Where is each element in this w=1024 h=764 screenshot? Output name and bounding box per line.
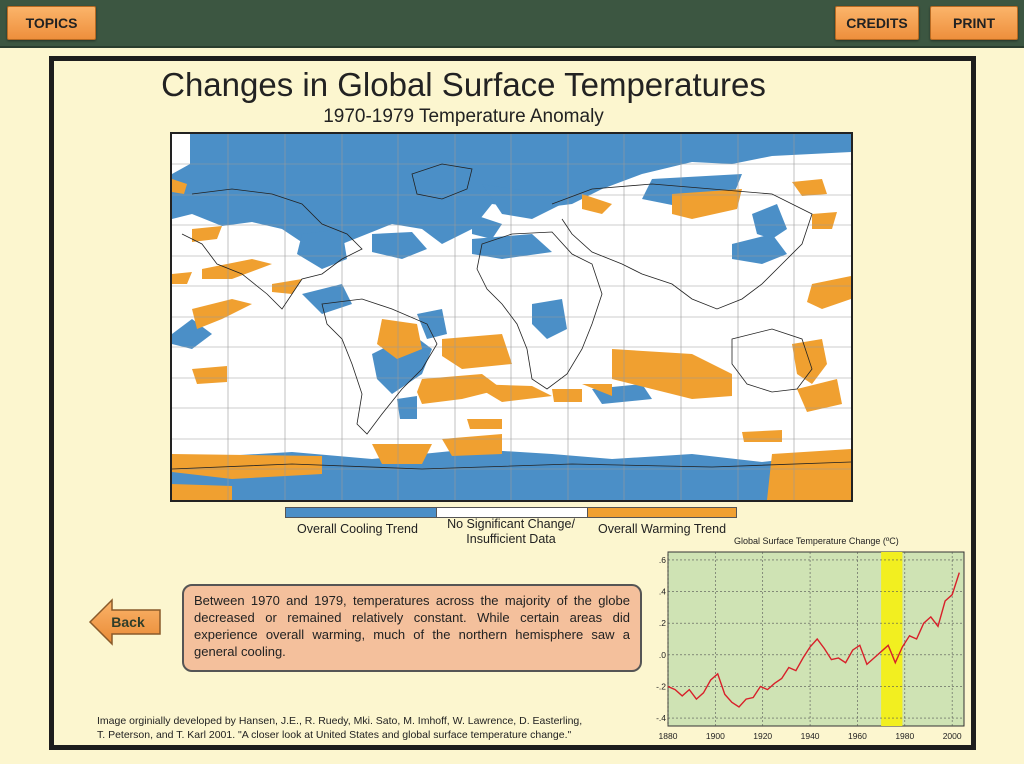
chart-series-line (667, 572, 960, 708)
top-toolbar: TOPICS CREDITS PRINT (0, 0, 1024, 48)
chart-y-tick-label: -.2 (656, 681, 666, 691)
chart-y-tick-label: .4 (659, 587, 666, 597)
legend-cooling-swatch (285, 507, 437, 518)
chart-y-tick-label: .2 (659, 618, 666, 628)
print-button[interactable]: PRINT (930, 6, 1018, 40)
chart-plot-area (667, 551, 965, 727)
warming-regions (172, 179, 851, 500)
chart-highlight-band (881, 552, 903, 726)
chart-x-tick-label: 1880 (659, 731, 678, 741)
description-box: Between 1970 and 1979, temperatures acro… (182, 584, 642, 672)
page-title: Changes in Global Surface Temperatures (161, 66, 766, 103)
topics-button[interactable]: TOPICS (7, 6, 96, 40)
temperature-anomaly-map (170, 132, 853, 502)
page-subtitle: 1970-1979 Temperature Anomaly (323, 106, 604, 127)
chart-y-tick-label: .0 (659, 650, 666, 660)
chart-x-tick-label: 1920 (753, 731, 772, 741)
image-credit: Image orginially developed by Hansen, J.… (97, 714, 657, 742)
world-map-graphic (172, 134, 851, 500)
legend-nochange-line2: Insufficient Data (466, 532, 556, 546)
credits-button[interactable]: CREDITS (835, 6, 919, 40)
back-button[interactable]: Back (88, 598, 162, 646)
chart-x-tick-label: 1980 (895, 731, 914, 741)
chart-x-tick-label: 2000 (943, 731, 962, 741)
chart-x-tick-label: 1900 (706, 731, 725, 741)
back-arrow-icon: Back (88, 598, 161, 646)
legend-cooling-label: Overall Cooling Trend (297, 522, 418, 536)
chart-x-tick-label: 1940 (801, 731, 820, 741)
temperature-chart: 1880 1900 1920 1940 1960 1980 2000 .6 .4 .2 .0 -.2 -… (656, 551, 965, 741)
coastlines (172, 163, 851, 470)
credit-line-2: T. Peterson, and T. Karl 2001. "A closer… (97, 729, 572, 741)
chart-y-tick-label: -.4 (656, 713, 666, 723)
back-label: Back (111, 614, 145, 630)
chart-y-tick-label: .6 (659, 555, 666, 565)
map-grid (172, 134, 851, 500)
legend-warming-label: Overall Warming Trend (597, 522, 727, 536)
graph-title: Global Surface Temperature Change (ºC) (734, 536, 899, 546)
credit-line-1: Image orginially developed by Hansen, J.… (97, 715, 583, 727)
legend-nochange-line1: No Significant Change/ (447, 517, 575, 531)
chart-x-tick-label: 1960 (848, 731, 867, 741)
legend-warming-swatch (587, 507, 737, 518)
legend-nochange-label: No Significant Change/ Insufficient Data (432, 517, 590, 547)
